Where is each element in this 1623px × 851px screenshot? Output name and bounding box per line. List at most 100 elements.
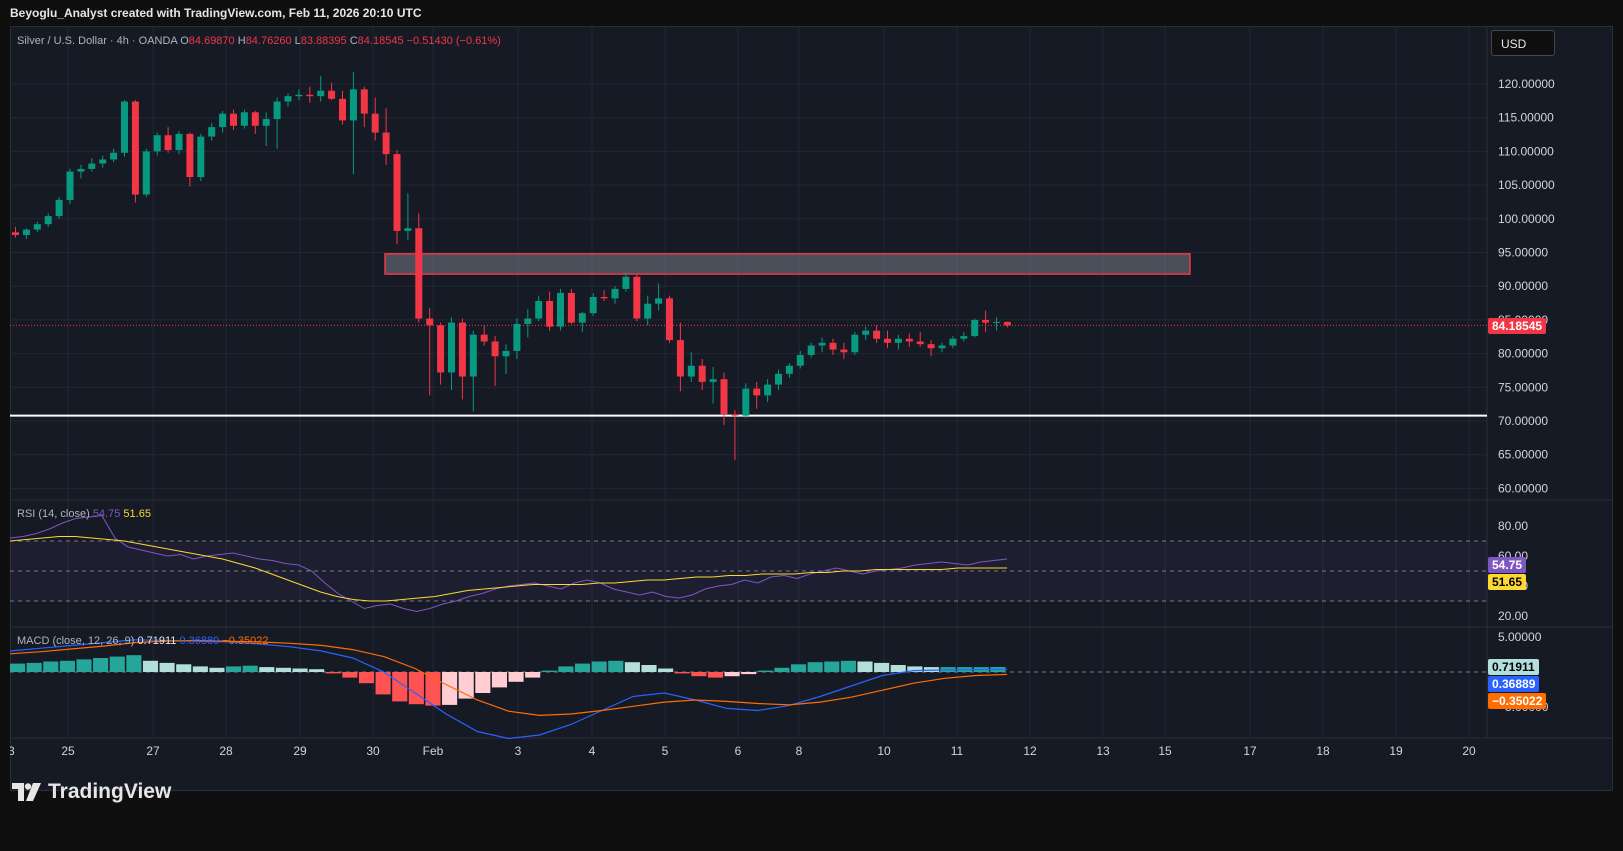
symbol-legend: Silver / U.S. Dollar · 4h · OANDA O84.69… bbox=[17, 35, 501, 47]
rsi-label: RSI (14, close) bbox=[17, 508, 90, 520]
close-value: 84.18545 bbox=[357, 35, 404, 47]
candle-body bbox=[415, 228, 423, 319]
change-value: −0.51430 (−0.61%) bbox=[406, 35, 501, 47]
candle-body bbox=[502, 350, 510, 357]
x-tick-label: 10 bbox=[877, 744, 891, 758]
candle-body bbox=[873, 330, 881, 339]
candle-body bbox=[960, 336, 968, 339]
macd-hist-bar bbox=[176, 664, 192, 672]
candle-body bbox=[753, 388, 761, 396]
candle-body bbox=[949, 338, 957, 346]
macd-hist-bar bbox=[126, 655, 142, 672]
macd-hist-bar bbox=[591, 661, 607, 672]
macd-hist-bar bbox=[209, 667, 225, 672]
macd-hist-bar bbox=[309, 669, 325, 672]
macd-hist-bar bbox=[907, 666, 923, 672]
macd-hist-bar bbox=[857, 661, 873, 672]
y-tick-label: 75.00000 bbox=[1498, 380, 1548, 394]
x-tick-label: 3 bbox=[515, 744, 522, 758]
macd-hist-bar bbox=[10, 663, 26, 672]
macd-hist-bar bbox=[691, 672, 707, 677]
candle-body bbox=[44, 216, 52, 225]
macd-hist-bar bbox=[757, 670, 773, 672]
candle-body bbox=[600, 296, 608, 299]
candle-body bbox=[655, 298, 663, 304]
x-tick-label: 25 bbox=[61, 744, 75, 758]
candle-body bbox=[349, 89, 357, 121]
candle-body bbox=[916, 341, 924, 345]
candle-body bbox=[12, 232, 19, 235]
macd-hist-bar bbox=[109, 656, 125, 672]
resistance-zone bbox=[384, 253, 1191, 275]
x-tick-label: 15 bbox=[1158, 744, 1172, 758]
candle-body bbox=[88, 163, 96, 169]
rsi-legend: RSI (14, close) 54.75 51.65 bbox=[17, 508, 151, 520]
candle-body bbox=[785, 365, 793, 374]
candle-body bbox=[339, 98, 346, 121]
x-tick-label: 20 bbox=[1462, 744, 1476, 758]
macd-hist-bar bbox=[807, 662, 823, 672]
macd-hist-bar bbox=[76, 659, 92, 672]
x-tick-label: 23 bbox=[10, 744, 15, 758]
candle-body bbox=[22, 229, 30, 235]
macd-signal-line bbox=[10, 639, 1008, 717]
price-tag: 84.18545 bbox=[1488, 318, 1547, 334]
candle-body bbox=[404, 228, 412, 231]
candle-body bbox=[153, 135, 161, 152]
candle-body bbox=[197, 136, 205, 178]
macd-signal-value: −0.35022 bbox=[222, 635, 269, 647]
x-tick-label: 28 bbox=[219, 744, 233, 758]
candle-body bbox=[557, 292, 564, 327]
macd-hist-bar bbox=[741, 672, 757, 675]
y-tick-label: 70.00000 bbox=[1498, 414, 1548, 428]
candle-body bbox=[131, 101, 139, 195]
macd-hist-bar bbox=[475, 672, 491, 693]
macd-hist-bar bbox=[226, 666, 242, 672]
created-by-header: Beyoglu_Analyst created with TradingView… bbox=[10, 6, 422, 20]
y-tick-label: 65.00000 bbox=[1498, 448, 1548, 462]
candle-body bbox=[524, 318, 532, 324]
currency-button[interactable]: USD bbox=[1491, 30, 1555, 56]
macd-hist-value: 0.71911 bbox=[137, 635, 177, 647]
chart-canvas[interactable]: 120.00000115.00000110.00000105.00000100.… bbox=[10, 26, 1613, 791]
candle-body bbox=[687, 365, 695, 377]
x-tick-label: 13 bbox=[1096, 744, 1110, 758]
candle-body bbox=[448, 322, 455, 373]
low-value: 83.88395 bbox=[300, 35, 347, 47]
candle-body bbox=[219, 113, 227, 128]
candle-body bbox=[426, 318, 434, 326]
candle-body bbox=[437, 325, 445, 373]
low-label: L bbox=[294, 35, 301, 47]
macd-hist-bar bbox=[608, 660, 624, 672]
open-value: 84.69870 bbox=[188, 35, 235, 47]
macd-hist-bar bbox=[774, 667, 790, 672]
x-tick-label: 18 bbox=[1316, 744, 1330, 758]
candle-body bbox=[775, 373, 782, 385]
macd-hist-bar bbox=[558, 666, 574, 672]
x-tick-label: Feb bbox=[423, 744, 444, 758]
macd-hist-bar bbox=[541, 670, 557, 672]
candle-body bbox=[829, 342, 837, 350]
y-tick-label: 95.00000 bbox=[1498, 246, 1548, 260]
candle-body bbox=[742, 388, 750, 416]
macd-hist-bar bbox=[874, 662, 890, 672]
y-tick-label: 115.00000 bbox=[1498, 111, 1554, 125]
candle-body bbox=[360, 89, 368, 114]
y-tick-label: 110.00000 bbox=[1498, 144, 1554, 158]
x-tick-label: 11 bbox=[951, 744, 964, 758]
candle-body bbox=[77, 168, 85, 172]
candle-body bbox=[164, 135, 172, 151]
macd-hist-bar bbox=[491, 672, 507, 688]
candle-body bbox=[33, 224, 41, 230]
macd-hist-bar bbox=[890, 665, 906, 672]
macd-hist-bar bbox=[724, 672, 740, 677]
macd-hist-bar bbox=[624, 662, 640, 672]
candle-body bbox=[262, 119, 270, 126]
candle-body bbox=[273, 101, 281, 120]
macd-line-tag: 0.36889 bbox=[1488, 676, 1540, 692]
y-tick-label: 105.00000 bbox=[1498, 178, 1555, 192]
x-tick-label: 6 bbox=[735, 744, 742, 758]
candle-body bbox=[796, 354, 804, 366]
candle-body bbox=[535, 301, 543, 319]
candle-body bbox=[905, 338, 913, 342]
